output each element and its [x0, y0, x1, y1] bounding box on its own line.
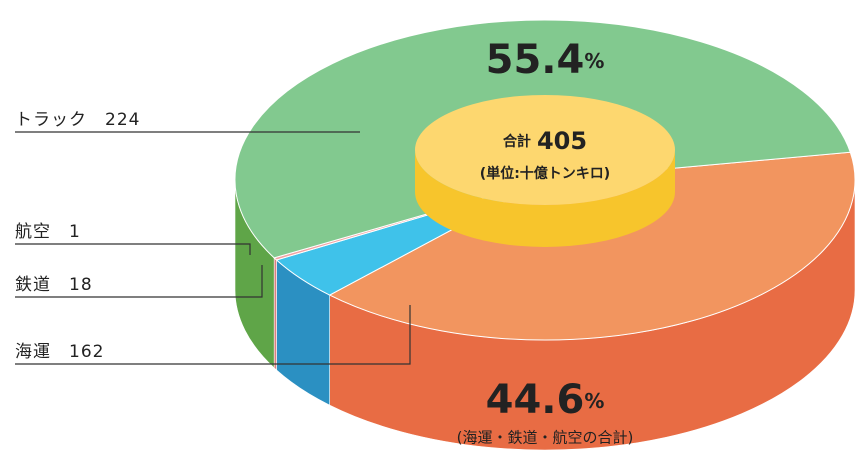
total-label: 合計	[503, 133, 531, 150]
share-unit: %	[584, 389, 604, 413]
unit-note: (単位:十億トンキロ)	[480, 165, 610, 182]
leader-line	[15, 305, 411, 365]
center-cylinder-side	[415, 150, 675, 247]
category-value: 224	[105, 110, 140, 130]
total-text: 合計 405	[503, 127, 587, 155]
category-name: トラック	[15, 110, 87, 130]
category-value: 18	[69, 275, 93, 295]
group-note: (海運・鉄道・航空の合計)	[457, 429, 634, 447]
leader-line	[15, 243, 251, 255]
category-name: 海運	[15, 342, 51, 362]
category-label: トラック 224	[15, 110, 140, 130]
category-value: 1	[69, 222, 81, 242]
total-value: 405	[537, 127, 587, 155]
share-label: 55.4%	[486, 37, 605, 83]
leader-line	[15, 265, 263, 298]
share-value: 55.4	[486, 37, 585, 83]
share-unit: %	[584, 49, 604, 73]
category-label: 航空 1	[15, 222, 81, 242]
share-value: 44.6	[486, 377, 585, 423]
category-name: 航空	[15, 222, 51, 242]
center-cylinder-top	[415, 95, 675, 205]
category-label: 鉄道 18	[15, 275, 93, 295]
category-value: 162	[69, 342, 104, 362]
category-name: 鉄道	[15, 275, 51, 295]
category-label: 海運 162	[15, 342, 104, 362]
slice-side	[273, 257, 277, 371]
slice	[328, 151, 856, 341]
share-label: 44.6%	[486, 377, 605, 423]
